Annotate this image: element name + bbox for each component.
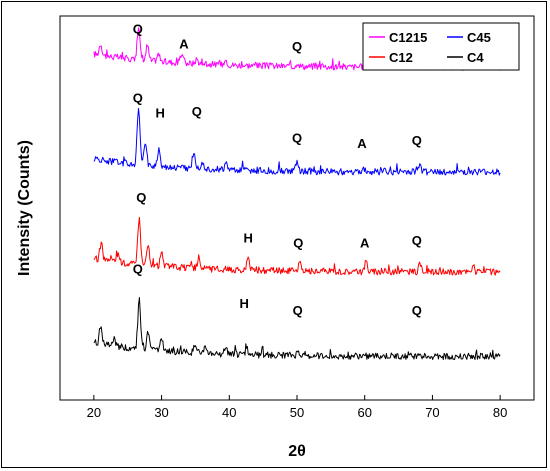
peak-label: Q [133,262,143,277]
peak-label: H [156,105,165,120]
x-tick-label: 70 [425,405,439,420]
x-tick-label: 80 [493,405,507,420]
legend-label-c4: C4 [467,50,484,65]
x-tick-label: 50 [290,405,304,420]
legend-label-c12: C12 [389,50,413,65]
legend-label-c45: C45 [467,30,491,45]
peak-label: Q [192,104,202,119]
x-tick-label: 40 [222,405,236,420]
peak-label: A [357,136,367,151]
peak-label: A [360,236,370,251]
x-axis: 20 30 40 50 60 70 80 [87,395,507,420]
x-tick-label: 20 [87,405,101,420]
peak-label: Q [412,233,422,248]
peak-label: A [179,36,189,51]
peak-label: H [239,296,248,311]
legend-label-c1215: C1215 [389,30,427,45]
legend-box [362,22,520,71]
peak-label: Q [133,22,143,37]
series-line-c4 [93,297,501,361]
series-line-c12 [93,216,501,276]
peak-label: Q [412,133,422,148]
peak-label: Q [292,130,302,145]
plot-area [59,15,535,401]
peak-label: Q [292,39,302,54]
peak-label: Q [136,190,146,205]
legend: C1215 C45 C12 C4 [362,22,520,71]
peak-label: Q [293,303,303,318]
x-tick-label: 30 [154,405,168,420]
series-line-c45 [93,108,501,176]
x-tick-label: 60 [357,405,371,420]
peak-label: H [244,231,253,246]
peak-label: Q [133,90,143,105]
x-axis-title: 2θ [288,443,306,460]
peak-label: Q [293,236,303,251]
peak-label: Q [412,303,422,318]
y-axis-title: Intensity (Counts) [16,140,33,276]
